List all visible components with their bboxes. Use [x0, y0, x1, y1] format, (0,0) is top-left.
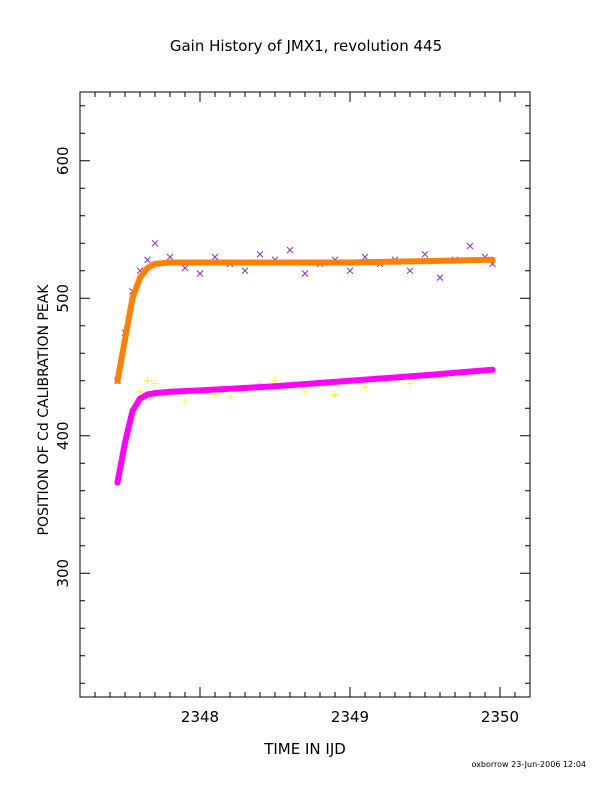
data-point-x — [241, 267, 249, 275]
data-point-plus — [361, 382, 369, 390]
data-point-plus — [136, 388, 144, 396]
data-point-x — [361, 253, 369, 261]
fit-line — [114, 366, 496, 486]
data-point-x — [166, 253, 174, 261]
data-point-plus — [151, 380, 159, 387]
data-point-plus — [144, 377, 151, 385]
data-point-plus — [406, 380, 414, 387]
y-tick-label: 300 — [54, 559, 72, 588]
y-tick-label: 600 — [54, 146, 72, 175]
footer-stamp: oxborrow 23-Jun-2006 12:04 — [471, 760, 586, 769]
data-point-x — [406, 267, 414, 275]
x-tick-label: 2350 — [481, 708, 519, 726]
data-point-plus — [271, 377, 279, 385]
axis-ticks: 300 400 500 600 2348 2349 2350 — [54, 92, 531, 726]
fit-line — [114, 256, 496, 384]
data-point-x — [256, 250, 264, 258]
data-point-x — [151, 239, 159, 247]
data-point-x — [144, 256, 151, 264]
chart-title: Gain History of JMX1, revolution 445 — [169, 37, 443, 55]
data-points — [114, 239, 496, 486]
x-tick-label: 2349 — [331, 708, 369, 726]
data-point-plus — [226, 393, 234, 401]
data-point-plus — [301, 388, 309, 396]
data-point-x — [436, 274, 444, 281]
data-point-plus — [181, 397, 189, 405]
data-point-x — [301, 270, 309, 277]
x-axis-label: TIME IN IJD — [264, 740, 346, 758]
data-point-x — [196, 270, 204, 277]
data-point-x — [346, 267, 354, 275]
data-point-x — [181, 264, 189, 272]
data-point-plus — [331, 391, 339, 398]
x-tick-label: 2348 — [181, 708, 219, 726]
data-point-x — [211, 253, 219, 261]
data-point-x — [286, 246, 294, 254]
y-tick-label: 400 — [54, 421, 72, 450]
y-tick-label: 500 — [54, 284, 72, 313]
data-point-x — [466, 242, 474, 250]
data-point-x — [421, 250, 429, 258]
